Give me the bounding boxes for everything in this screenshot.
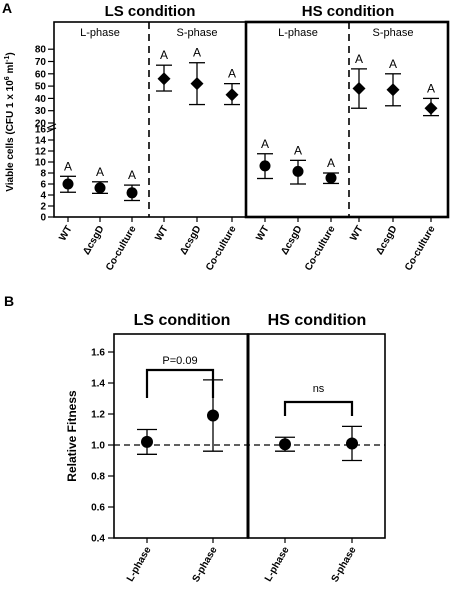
panel-a-title-ls: LS condition [105,3,196,20]
panel-b-title-ls: LS condition [134,312,231,329]
panel-b-hs-frame [247,333,386,539]
panel-a-xtick-label: WT [153,224,170,243]
panel-a-phase-label: L-phase [278,27,318,39]
panel-a-xtick-label: ΔcsgD [374,224,399,257]
panel-b-xtick-label: L-phase [125,545,154,584]
panel-a-sig-letter: A [261,137,269,151]
panel-a-sig-letter: A [193,46,201,60]
panel-a-sig-letter: A [96,165,104,179]
panel-a-marker-diamond [225,88,239,102]
panel-b-letter: B [4,293,14,309]
panel-a-marker-diamond [386,83,400,97]
panel-a-ytick-label: 50 [35,82,47,93]
panel-a-xtick-label: WT [254,224,271,243]
panel-b-ytick-label: 0.4 [91,534,105,545]
panel-b-annotation-ls: P=0.09 [162,355,197,367]
panel-b-ytick-label: 1.2 [91,410,105,421]
panel-a-sig-letter: A [327,156,335,170]
panel-a-xtick-label: Co-culture [204,224,239,273]
panel-a-xtick-label: ΔcsgD [178,224,203,257]
panel-a-sig-letter: A [355,52,363,66]
panel-b: B LS condition HS condition 0.4 0.6 0.8 1.0 1.… [4,293,386,585]
panel-a-xtick-label: WT [348,224,365,243]
panel-b-ytick-label: 1.4 [91,379,105,390]
panel-a-ytick-label: 40 [35,94,47,105]
panel-a-ytick-label: 60 [35,69,47,80]
panel-b-bracket-hs [283,400,354,416]
panel-a-marker-diamond [190,77,204,91]
panel-a-sig-letter: A [160,48,168,62]
panel-a-ytick-label: 12 [35,147,47,158]
panel-a-letter: A [2,0,12,16]
panel-a-ls-frame [53,21,247,218]
panel-a-ytick-label: 2 [40,202,46,213]
panel-a-sig-letter: A [389,57,397,71]
panel-a-ytick-label: 0 [40,213,46,224]
panel-a-xtick-label: Co-culture [403,224,438,273]
panel-b-xtick-label: S-phase [330,545,359,585]
panel-b-marker-circle [207,409,219,422]
panel-a-marker-circle [94,182,106,194]
panel-a-xtick-label: ΔcsgD [279,224,304,257]
panel-a-xtick-label: Co-culture [104,224,139,273]
panel-a-ytick-label: 70 [35,57,47,68]
panel-b-xtick-label: L-phase [263,545,292,584]
panel-b-marker-circle [141,435,153,448]
panel-a-sig-letter: A [427,81,435,95]
panel-a-marker-diamond [352,82,366,96]
panel-b-ytick-label: 0.6 [91,503,105,514]
panel-a-ylabel: Viable cells (CFU 1 x 106 ml-1) [4,52,16,191]
panel-a-axis-break [46,127,57,133]
panel-a-phase-label: L-phase [80,27,120,39]
panel-a-marker-circle [325,172,337,184]
panel-b-title-hs: HS condition [268,312,367,329]
panel-a-marker-diamond [424,101,438,115]
panel-a-phase-label: S-phase [373,27,414,39]
panel-a-marker-circle [259,160,271,172]
panel-a-ytick-label: 8 [40,169,46,180]
panel-a-sig-letter: A [128,168,136,182]
panel-a-hs-frame [244,20,450,219]
panel-a: A LS condition HS condition L-phase S-phase… [2,0,450,273]
panel-b-ylabel: Relative Fitness [65,390,79,482]
panel-a-sig-letter: A [294,143,302,157]
panel-a-xtick-label: ΔcsgD [81,224,106,257]
panel-a-ytick-label: 80 [35,45,47,56]
panel-a-marker-circle [62,178,74,190]
panel-a-axis-break [46,123,57,129]
panel-a-ytick-label: 20 [35,119,47,130]
panel-a-marker-diamond [157,72,171,86]
panel-a-ytick-label: 10 [35,158,47,169]
panel-a-sig-letter: A [64,159,72,173]
panel-b-marker-circle [279,438,291,451]
panel-a-ytick-label: 16 [35,125,47,136]
panel-a-ytick-label: 14 [35,136,47,147]
panel-a-ytick-label: 4 [40,191,46,202]
panel-b-xtick-label: S-phase [191,545,220,585]
panel-a-sig-letter: A [228,67,236,81]
panel-a-xtick-label: Co-culture [303,224,338,273]
panel-a-ytick-label: 6 [40,180,46,191]
panel-b-annotation-hs: ns [313,383,325,395]
panel-b-marker-circle [346,437,358,450]
panel-b-ytick-label: 1.0 [91,441,105,452]
panel-a-marker-circle [126,187,138,199]
panel-a-ytick-label: 30 [35,106,47,117]
panel-a-xtick-label: WT [57,224,74,243]
panel-b-ytick-label: 0.8 [91,472,105,483]
panel-a-phase-label: S-phase [177,27,218,39]
panel-b-ytick-label: 1.6 [91,348,105,359]
panel-a-title-hs: HS condition [302,3,395,20]
panel-a-marker-circle [292,165,304,177]
panel-b-bracket-ls [145,368,215,398]
